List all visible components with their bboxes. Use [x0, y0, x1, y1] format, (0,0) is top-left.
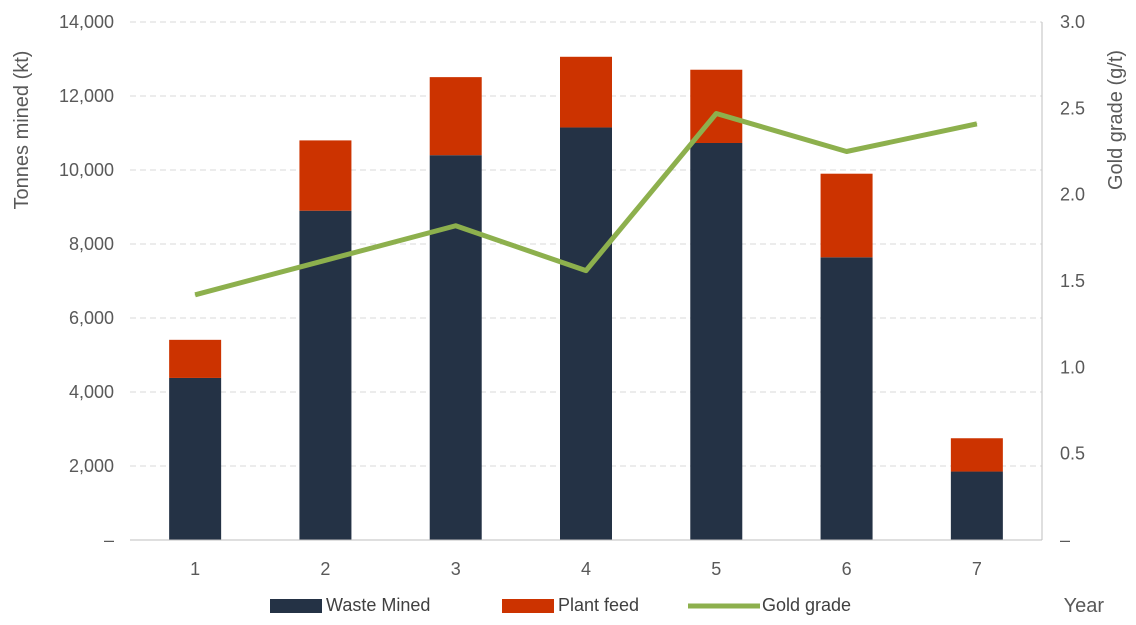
legend-swatch — [502, 599, 554, 613]
right-axis-ticks: – 0.5 1.0 1.5 2.0 2.5 3.0 — [1060, 12, 1085, 550]
y2-axis-title: Gold grade (g/t) — [1105, 50, 1127, 190]
y-tick-label: 6,000 — [69, 308, 114, 328]
gold-grade-point — [846, 151, 848, 152]
legend-swatch — [270, 599, 322, 613]
bar-plant-feed — [950, 438, 1003, 472]
bar-plant-feed — [560, 56, 612, 128]
y-axis-title: Tonnes mined (kt) — [11, 51, 33, 210]
x-tick-label: 6 — [842, 559, 852, 579]
bar-waste-mined — [820, 257, 873, 540]
y2-tick-label: 1.5 — [1060, 271, 1085, 291]
y-tick-label: 4,000 — [69, 382, 114, 402]
left-axis-ticks: – 2,000 4,000 6,000 8,000 10,000 12,000 14,000 — [59, 12, 114, 550]
bar-plant-feed — [169, 339, 222, 378]
y-tick-label: 12,000 — [59, 86, 114, 106]
y-tick-label: 10,000 — [59, 160, 114, 180]
x-tick-label: 1 — [190, 559, 200, 579]
y2-tick-label: 2.5 — [1060, 98, 1085, 118]
y2-tick-label: 3.0 — [1060, 12, 1085, 32]
gold-grade-point — [976, 123, 978, 125]
bar-series — [169, 56, 1003, 541]
gold-grade-point — [715, 113, 717, 115]
bar-plant-feed — [820, 173, 873, 258]
y2-tick-label: – — [1060, 530, 1070, 550]
axes — [130, 22, 1043, 541]
bar-plant-feed — [429, 77, 482, 156]
y-tick-label: 2,000 — [69, 456, 114, 476]
x-tick-label: 2 — [320, 559, 330, 579]
bar-waste-mined — [169, 377, 222, 540]
x-axis-title: Year — [1064, 595, 1105, 617]
y2-tick-label: 0.5 — [1060, 444, 1085, 464]
legend-item-plant-feed: Plant feed — [502, 595, 639, 615]
y2-tick-label: 2.0 — [1060, 185, 1085, 205]
legend-label: Plant feed — [558, 595, 639, 615]
gold-grade-line-series — [194, 111, 978, 298]
bar-plant-feed — [299, 140, 352, 211]
x-tick-label: 4 — [581, 559, 591, 579]
legend-item-gold-grade: Gold grade — [688, 595, 851, 615]
bar-waste-mined — [690, 142, 743, 541]
y-tick-label: 14,000 — [59, 12, 114, 32]
legend-item-waste-mined: Waste Mined — [270, 595, 430, 615]
gold-grade-point — [455, 225, 457, 227]
bar-waste-mined — [560, 127, 612, 540]
legend-label: Gold grade — [762, 595, 851, 615]
bar-waste-mined — [950, 471, 1003, 540]
x-axis-ticks: 1 2 3 4 5 6 7 — [190, 559, 982, 579]
legend-label: Waste Mined — [326, 595, 430, 615]
x-tick-label: 7 — [972, 559, 982, 579]
bar-waste-mined — [429, 155, 482, 540]
gold-grade-point — [324, 259, 326, 261]
gold-grade-point — [194, 294, 196, 296]
gold-grade-point — [585, 270, 587, 272]
x-tick-label: 5 — [711, 559, 721, 579]
legend: Waste Mined Plant feed Gold grade — [270, 595, 851, 615]
y-tick-label: 8,000 — [69, 234, 114, 254]
y2-tick-label: 1.0 — [1060, 357, 1085, 377]
y-tick-label: – — [104, 530, 114, 550]
x-tick-label: 3 — [451, 559, 461, 579]
